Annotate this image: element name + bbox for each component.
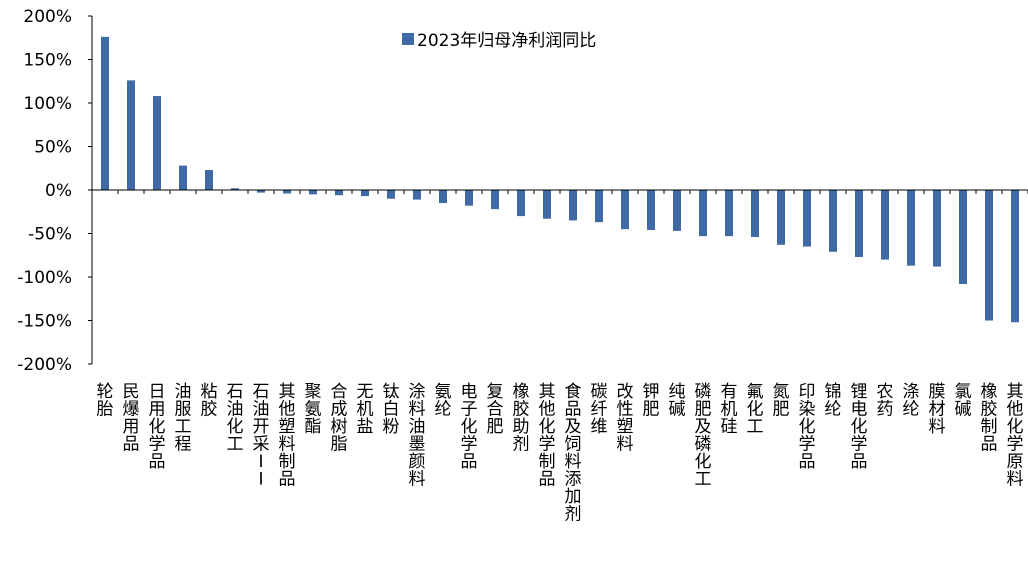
x-axis [91, 189, 1028, 194]
bar [361, 190, 369, 197]
bar [569, 190, 577, 221]
category-label: 粘胶 [201, 382, 218, 420]
bar [777, 190, 785, 245]
bar [751, 190, 759, 237]
bar [283, 190, 291, 194]
bar [205, 169, 213, 190]
bar [985, 190, 993, 321]
category-label: 石油开采 I I [253, 382, 270, 490]
legend-label: 2023年归母净利润同比 [417, 31, 596, 51]
y-tick-label: 50% [34, 138, 72, 158]
category-label: 锦纶 [825, 382, 842, 420]
category-label: 钾肥 [643, 382, 660, 420]
category-label: 无机盐 [357, 382, 374, 437]
category-label: 纯碱 [669, 382, 686, 420]
category-label: 其他化学原料 [1007, 382, 1024, 490]
y-tick-label: 0% [45, 181, 72, 201]
category-label: 农药 [877, 382, 894, 420]
legend: 2023年归母净利润同比 [402, 31, 596, 51]
y-tick-label: -100% [17, 268, 72, 288]
y-tick-label: -150% [17, 312, 72, 332]
bar [413, 190, 421, 200]
category-label: 民爆用品 [123, 382, 140, 455]
y-tick-label: -50% [28, 225, 72, 245]
bar [959, 190, 967, 284]
bar [725, 190, 733, 237]
category-label: 氯碱 [955, 382, 972, 420]
bar [673, 190, 681, 231]
category-label: 聚氨酯 [305, 382, 322, 437]
category-label: 锂电化学品 [851, 382, 868, 472]
category-label: 橡胶助剂 [513, 382, 530, 455]
category-label: 氟化工 [747, 382, 764, 437]
bar [803, 190, 811, 247]
bar [101, 36, 109, 190]
bars [101, 36, 1019, 323]
bar [881, 190, 889, 260]
category-label: 氮肥 [773, 382, 790, 420]
bar [439, 190, 447, 204]
bar [595, 190, 603, 223]
category-label: 改性塑料 [617, 382, 634, 455]
bar [933, 190, 941, 267]
bar [1011, 190, 1019, 323]
bar [907, 190, 915, 266]
bar [179, 165, 187, 190]
bar [257, 190, 265, 193]
bar [231, 188, 239, 190]
category-label: 电子化学品 [461, 382, 478, 472]
bar [699, 190, 707, 237]
y-tick-label: 150% [23, 51, 72, 71]
category-label: 氨纶 [435, 382, 452, 420]
bar [621, 190, 629, 230]
category-label: 磷肥及磷化工 [695, 382, 712, 490]
bar [153, 96, 161, 190]
bar [465, 190, 473, 206]
bar [335, 190, 343, 196]
category-label: 其他塑料制品 [279, 382, 296, 490]
category-label: 油服工程 [175, 382, 192, 455]
bar [647, 190, 655, 231]
category-label: 有机硅 [721, 382, 738, 437]
y-tick-label: -200% [17, 355, 72, 375]
bar [829, 190, 837, 252]
category-label: 涂料油墨颜料 [409, 382, 426, 490]
legend-swatch [402, 33, 414, 45]
bar [855, 190, 863, 257]
y-axis: 200% 150% 100% 50% 0% -50% -100% -150% -200% [17, 7, 93, 375]
category-label: 石油化工 [227, 382, 244, 455]
y-tick-label: 100% [23, 94, 72, 114]
category-label: 印染化学品 [799, 382, 816, 472]
bar [517, 190, 525, 217]
category-label: 碳纤维 [591, 382, 608, 437]
category-label: 涤纶 [903, 382, 920, 420]
bar [491, 190, 499, 210]
category-label: 其他化学制品 [539, 382, 556, 490]
y-tick-label: 200% [23, 7, 72, 27]
bar [387, 190, 395, 199]
category-label: 食品及饲料添加剂 [565, 382, 582, 525]
category-label: 合成树脂 [331, 382, 348, 455]
category-label: 日用化学品 [149, 382, 166, 472]
bar [543, 190, 551, 219]
bar [127, 80, 135, 190]
category-label: 轮胎 [97, 382, 114, 420]
bar [309, 190, 317, 195]
category-label: 钛白粉 [383, 382, 400, 437]
category-label: 膜材料 [929, 382, 946, 437]
category-label: 复合肥 [487, 382, 504, 437]
category-label: 橡胶制品 [981, 382, 998, 455]
